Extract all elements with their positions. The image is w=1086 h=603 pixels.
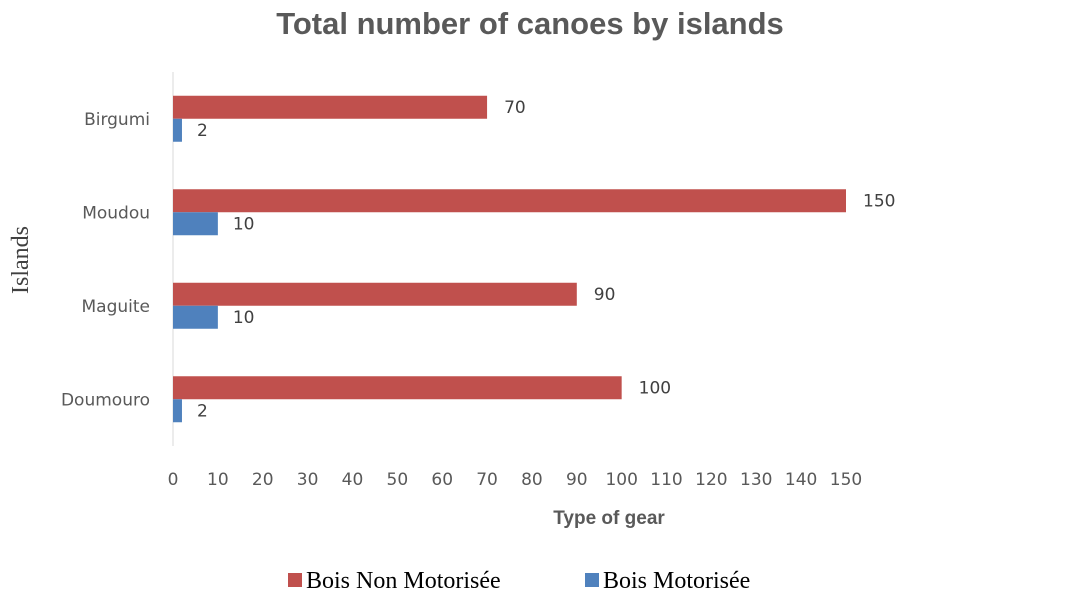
legend-label: Bois Motorisée: [603, 568, 750, 594]
bar-bois-non-motorisee: [173, 189, 846, 213]
x-tick-label: 50: [387, 470, 409, 490]
legend: Bois Non Motorisée Bois Motorisée: [288, 568, 750, 594]
x-tick-label: 90: [566, 470, 588, 490]
data-label: 70: [504, 98, 526, 118]
data-label: 10: [233, 214, 255, 234]
x-tick-label: 10: [207, 470, 229, 490]
bar-bois-non-motorisee: [173, 95, 488, 119]
data-label: 2: [197, 121, 208, 141]
x-tick-label: 40: [342, 470, 364, 490]
x-axis-title: Type of gear: [553, 508, 665, 529]
chart-title: Total number of canoes by islands: [276, 6, 784, 41]
x-tick-label: 110: [650, 470, 682, 490]
y-axis-title: Islands: [8, 226, 34, 294]
x-tick-label: 0: [168, 470, 179, 490]
bar-bois-motorisee: [173, 399, 182, 423]
category-label: Birgumi: [84, 110, 150, 130]
x-tick-label: 30: [297, 470, 319, 490]
x-tick-labels: 0 10 20 30 40 50 60 70 80 90 100 110 120 130 140 150: [168, 470, 863, 490]
x-tick-label: 80: [521, 470, 543, 490]
bar-bois-non-motorisee: [173, 376, 622, 400]
x-tick-label: 140: [785, 470, 817, 490]
bar-bois-motorisee: [173, 118, 182, 142]
data-label: 10: [233, 308, 255, 328]
data-label: 150: [863, 191, 895, 211]
legend-swatch: [288, 573, 302, 587]
x-tick-label: 20: [252, 470, 274, 490]
legend-swatch: [585, 573, 599, 587]
data-label: 2: [197, 401, 208, 421]
x-tick-label: 60: [431, 470, 453, 490]
category-label: Moudou: [82, 203, 150, 223]
category-label: Doumouro: [61, 390, 150, 410]
legend-label: Bois Non Motorisée: [306, 568, 501, 594]
bar-bois-motorisee: [173, 305, 218, 329]
category-labels: Birgumi Moudou Maguite Doumouro: [61, 110, 150, 411]
bars-group: 70 2 150 10 90 10 100 2: [173, 95, 895, 423]
x-tick-label: 150: [830, 470, 862, 490]
x-tick-label: 100: [605, 470, 637, 490]
data-label: 90: [594, 285, 616, 305]
bar-bois-non-motorisee: [173, 282, 577, 306]
category-label: Maguite: [82, 297, 151, 317]
x-tick-label: 120: [695, 470, 727, 490]
x-tick-label: 130: [740, 470, 772, 490]
data-label: 100: [639, 378, 671, 398]
x-tick-label: 70: [476, 470, 498, 490]
bar-bois-motorisee: [173, 212, 218, 236]
